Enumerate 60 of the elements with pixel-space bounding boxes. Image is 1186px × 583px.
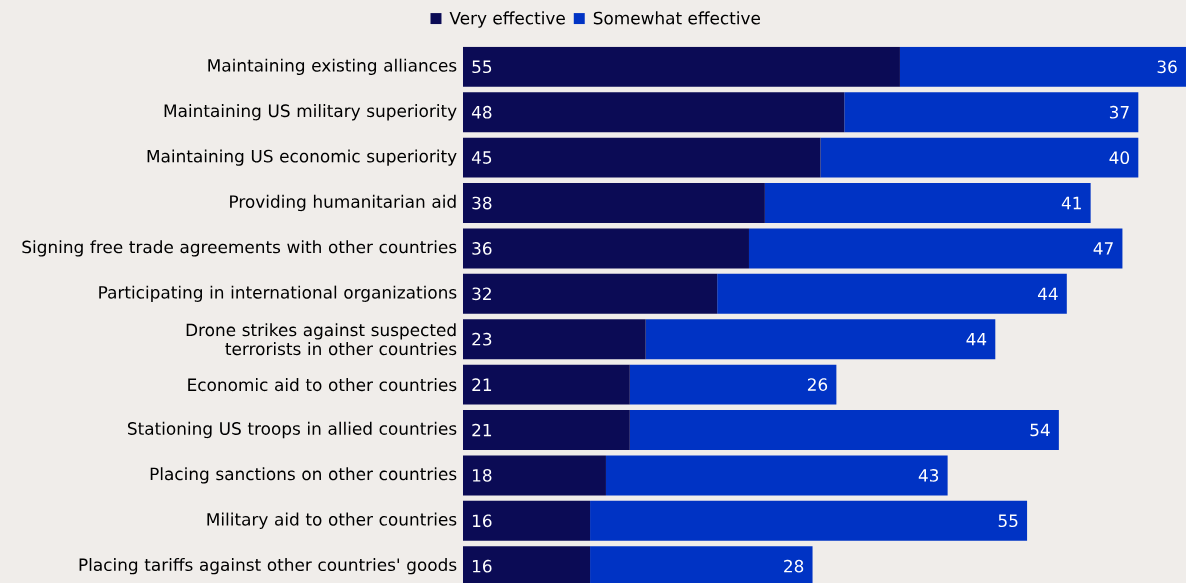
data-label: 41 — [1061, 196, 1081, 209]
bar — [748, 228, 1123, 269]
data-label: 55 — [998, 514, 1018, 527]
bar — [462, 364, 630, 405]
bar — [462, 409, 630, 450]
y-tick-label: Participating in international organizations — [99, 285, 457, 302]
data-label: 36 — [1157, 60, 1177, 74]
legend-label: Somewhat effective — [593, 11, 760, 25]
bar — [629, 364, 837, 405]
bar — [462, 273, 718, 314]
data-label: 40 — [1109, 151, 1130, 164]
y-tick-label: Placing sanctions on other countries — [150, 467, 457, 484]
legend-label: Very effective — [449, 11, 565, 28]
bar — [844, 92, 1139, 132]
bar — [764, 182, 1091, 223]
bar — [629, 409, 1059, 450]
y-tick-label: Maintaining existing alliances — [208, 58, 457, 75]
y-tick-label: Maintaining US economic superiority — [147, 149, 457, 166]
y-tick-label: Placing tariffs against other countries' goods — [79, 557, 457, 575]
data-label: 36 — [472, 241, 492, 255]
bar — [462, 92, 845, 132]
bar — [820, 137, 1139, 178]
bar — [645, 319, 996, 359]
data-label: 21 — [472, 378, 492, 391]
y-tick-label: Maintaining US military superiority — [164, 103, 457, 121]
data-label: 18 — [472, 468, 492, 482]
y-tick-label: Providing humanitarian aid — [230, 194, 456, 211]
data-label: 21 — [472, 423, 492, 437]
y-tick-label: Signing free trade agreements with other countries — [22, 240, 457, 257]
y-tick-label: Economic aid to other countries — [188, 377, 457, 391]
y-tick-label: Military aid to other countries — [207, 512, 457, 529]
bar — [717, 273, 1067, 314]
bar — [462, 228, 749, 269]
data-label: 28 — [784, 559, 804, 573]
data-label: 32 — [472, 287, 491, 300]
bar — [605, 455, 948, 496]
data-label: 16 — [472, 514, 492, 527]
bar — [462, 46, 900, 87]
data-label: 43 — [918, 468, 939, 482]
data-label: 23 — [472, 332, 492, 346]
bar — [462, 455, 606, 496]
data-label: 38 — [472, 196, 492, 210]
y-tick-label: Drone strikes against suspected terrorists in other countries — [186, 323, 457, 355]
bar — [590, 500, 1028, 541]
bar — [462, 500, 591, 541]
data-label: 48 — [471, 105, 492, 119]
data-label: 26 — [807, 377, 828, 391]
data-label: 47 — [1093, 242, 1113, 255]
data-label: 37 — [1109, 105, 1129, 119]
data-label: 45 — [471, 151, 492, 164]
data-label: 44 — [1037, 287, 1058, 300]
bar — [462, 319, 646, 359]
data-label: 44 — [966, 332, 987, 346]
y-tick-label: Stationing US troops in allied countries — [127, 421, 457, 438]
data-label: 16 — [472, 559, 492, 573]
data-label: 55 — [472, 60, 492, 73]
bar — [462, 182, 765, 223]
bar — [899, 46, 1186, 87]
data-label: 54 — [1030, 423, 1050, 437]
bar — [462, 137, 821, 178]
